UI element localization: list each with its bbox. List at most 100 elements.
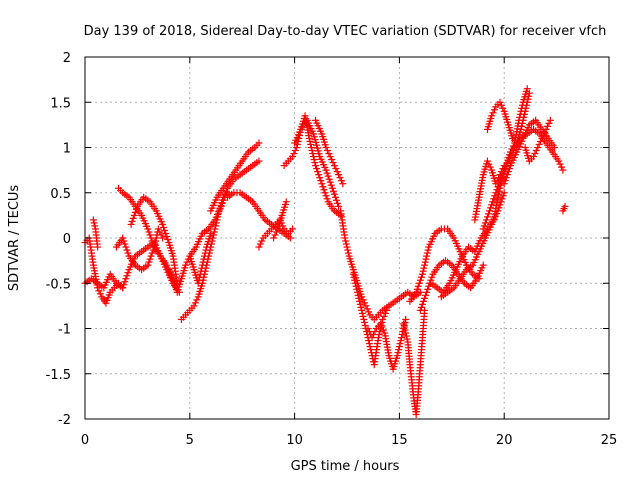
data-point <box>96 290 104 298</box>
data-point <box>90 219 98 227</box>
data-point <box>124 269 132 277</box>
data-point <box>146 231 154 239</box>
data-point <box>164 236 172 244</box>
data-point <box>417 303 425 311</box>
data-point <box>307 144 315 151</box>
data-point <box>206 246 214 254</box>
data-point <box>428 273 436 281</box>
data-point <box>282 198 290 206</box>
data-point <box>325 150 333 158</box>
x-tick-label: 0 <box>81 433 89 448</box>
data-point <box>258 237 266 245</box>
data-point <box>515 116 523 124</box>
y-tick-label: 2 <box>63 51 71 66</box>
data-point <box>415 279 423 287</box>
data-point <box>557 163 565 171</box>
data-point <box>157 231 165 239</box>
data-point <box>270 234 278 242</box>
data-point <box>333 196 341 204</box>
data-point <box>360 315 368 323</box>
data-point <box>337 177 345 185</box>
data-point <box>380 312 388 320</box>
data-point <box>489 109 497 117</box>
data-point <box>121 240 129 248</box>
data-point <box>218 199 226 207</box>
data-point <box>491 192 499 200</box>
data-point <box>497 101 505 109</box>
data-point <box>154 225 162 233</box>
data-point <box>421 261 429 269</box>
data-point <box>490 195 498 203</box>
data-point <box>379 326 387 334</box>
data-point <box>149 240 157 248</box>
data-point <box>159 234 167 242</box>
data-point <box>307 140 315 148</box>
y-tick-label: -0.5 <box>46 277 71 292</box>
data-point <box>412 288 420 296</box>
data-point <box>541 128 549 136</box>
data-point <box>420 297 428 305</box>
data-point <box>496 98 504 106</box>
data-point <box>483 157 491 165</box>
data-point <box>479 225 487 233</box>
data-point <box>353 285 361 293</box>
data-point <box>363 305 371 313</box>
data-point <box>94 243 102 251</box>
data-point <box>132 205 140 213</box>
data-point <box>202 264 210 272</box>
data-point <box>286 234 294 242</box>
data-point <box>95 287 103 295</box>
data-point <box>320 186 328 194</box>
data-point <box>190 302 198 310</box>
data-point <box>293 144 301 151</box>
data-point <box>271 231 279 239</box>
data-point <box>503 171 511 179</box>
data-point <box>418 270 426 278</box>
data-point <box>546 116 554 124</box>
data-point <box>494 193 502 201</box>
data-point <box>394 349 402 357</box>
data-point <box>328 184 336 192</box>
data-point <box>374 334 382 342</box>
data-point <box>356 297 364 305</box>
data-point <box>222 187 230 195</box>
data-point <box>315 171 323 179</box>
data-point <box>349 270 357 278</box>
data-point <box>559 166 567 174</box>
data-point <box>351 279 359 287</box>
x-tick-label: 25 <box>601 433 618 448</box>
data-point <box>122 275 130 283</box>
data-point <box>555 157 563 165</box>
data-point <box>314 168 322 176</box>
data-point <box>539 131 547 139</box>
data-point <box>201 267 209 275</box>
data-point <box>120 237 128 245</box>
data-point <box>256 240 264 248</box>
data-point <box>538 134 546 142</box>
data-point <box>423 288 431 296</box>
data-point <box>402 329 410 337</box>
data-point <box>362 302 370 310</box>
data-point <box>420 264 428 272</box>
data-point <box>350 273 358 281</box>
data-point <box>359 296 367 304</box>
axis-ticks <box>84 56 610 420</box>
data-point <box>183 258 191 266</box>
data-point <box>203 261 211 269</box>
data-point <box>561 202 569 210</box>
data-point <box>311 159 319 167</box>
data-point <box>395 346 403 354</box>
y-tick-label: -1 <box>58 323 71 338</box>
data-point <box>148 237 156 245</box>
data-point <box>383 306 391 314</box>
data-point <box>364 325 372 332</box>
data-point <box>480 222 488 230</box>
x-tick-label: 15 <box>391 433 408 448</box>
data-point <box>418 300 426 308</box>
data-point <box>414 282 422 290</box>
data-point <box>352 282 360 290</box>
data-point <box>255 157 263 165</box>
data-point <box>123 272 131 280</box>
data-point <box>324 172 332 180</box>
